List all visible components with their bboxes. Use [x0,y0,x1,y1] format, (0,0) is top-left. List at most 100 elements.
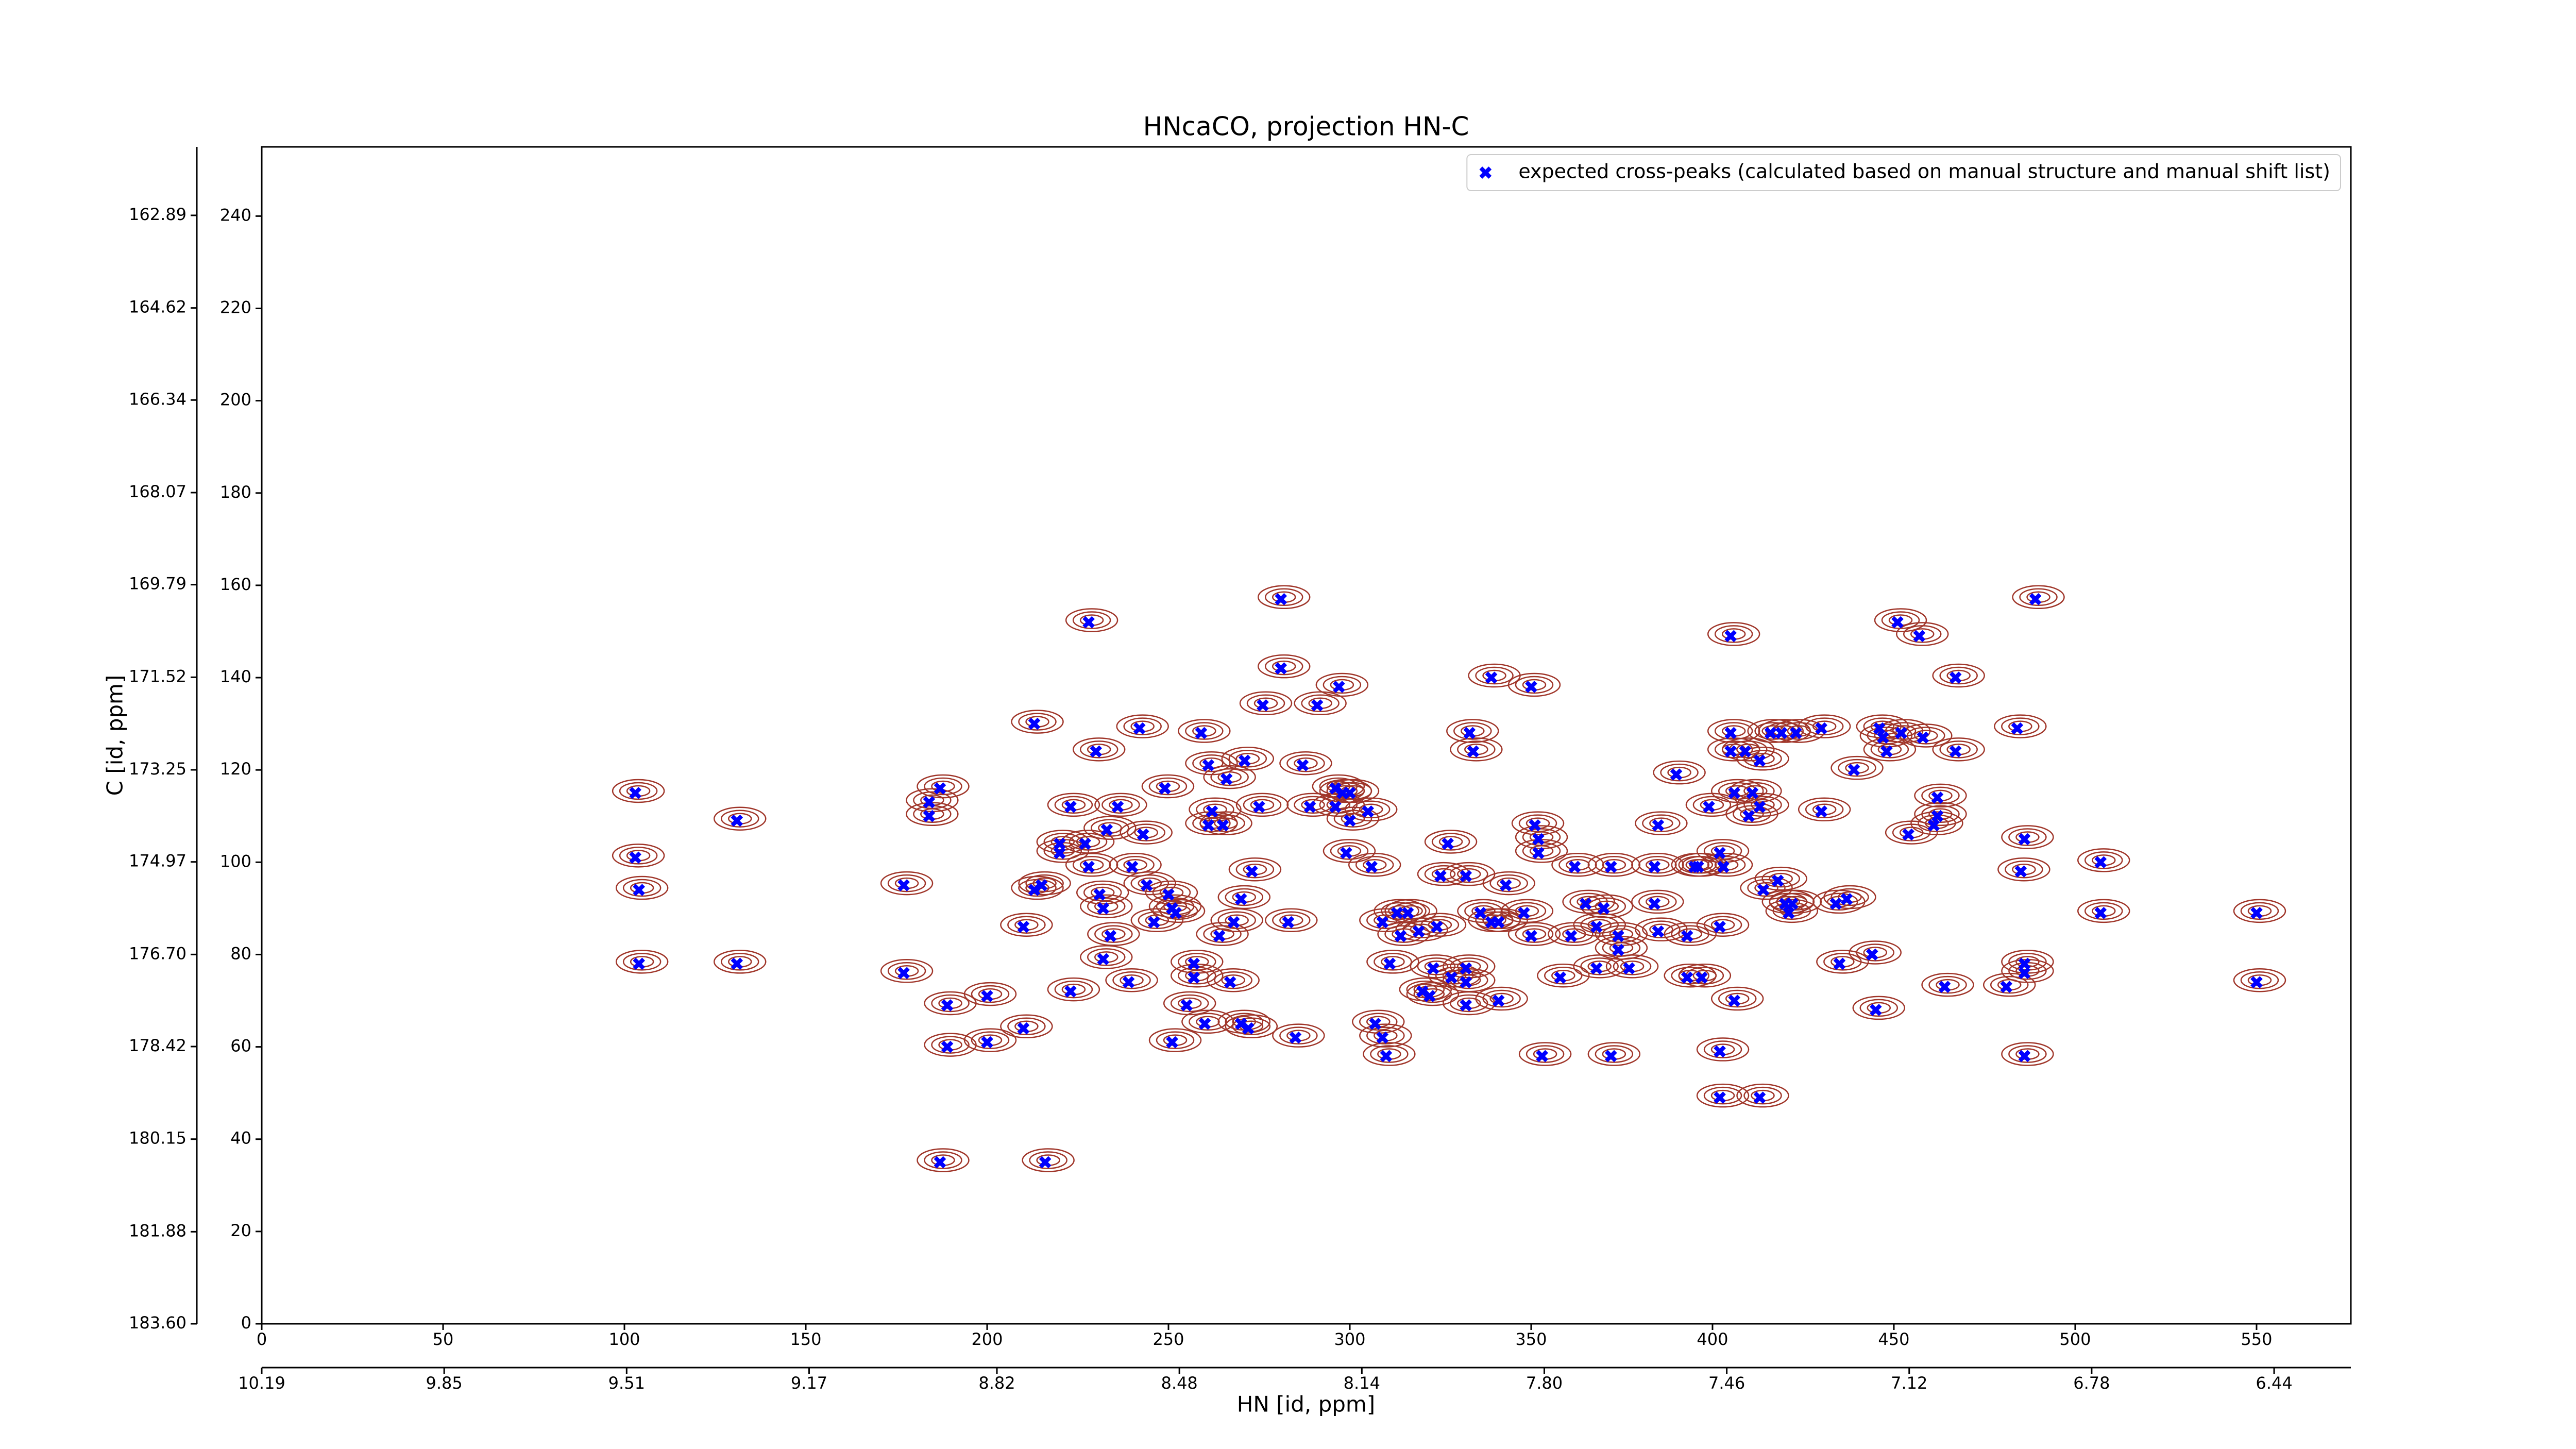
x-tick-label: 250 [1153,1329,1184,1349]
contour [1631,889,1684,914]
marker [1938,981,1951,993]
y-tick-label: 100 [220,851,251,871]
marker [1111,801,1124,813]
contour [917,1148,970,1172]
contour [963,982,1017,1006]
y-tick-label: 160 [220,575,251,594]
y-tick-label: 60 [230,1036,251,1056]
x-tick-label: 300 [1334,1329,1365,1349]
x2-tick-label: 8.82 [978,1373,1015,1393]
marker [1492,995,1505,1007]
marker [941,999,954,1012]
marker [1028,884,1041,896]
marker [1394,930,1407,942]
contour [1294,691,1347,716]
contour [1207,968,1260,992]
contour [1246,694,1285,713]
contour [1138,911,1177,930]
x2-tick-label: 7.12 [1891,1373,1927,1393]
marker [1895,727,1907,739]
contour [1939,740,1978,759]
marker [1917,731,1929,744]
marker [1728,787,1741,799]
marker [1133,722,1146,735]
marker [1431,920,1443,933]
marker [1344,814,1356,827]
marker [1053,847,1066,860]
contour [1178,719,1231,743]
contour [1065,608,1118,632]
marker [1913,630,1926,643]
x-tick-label: 200 [971,1329,1003,1349]
contour [1776,892,1815,911]
marker [1162,888,1175,901]
contour [1838,759,1876,777]
marker [1104,930,1117,942]
contour [2233,899,2286,923]
marker [1391,907,1403,919]
marker [1017,1022,1030,1035]
marker [1746,787,1759,799]
marker [2000,981,2013,993]
y-tick-label: 20 [230,1221,251,1240]
marker [1445,971,1458,984]
marker [1434,870,1447,883]
marker [1652,819,1665,832]
marker [1188,971,1200,984]
marker [1724,727,1737,739]
contour [1243,796,1282,814]
contour [1696,1083,1750,1108]
marker [1126,861,1139,873]
contour [713,806,767,831]
contour [720,810,759,828]
contour [1714,740,1753,759]
legend-label: expected cross-peaks (calculated based o… [1518,160,2330,183]
contour [1450,737,1503,762]
contour [1994,714,2047,738]
contour [1450,994,1488,1013]
marker [1529,819,1541,832]
contour [1580,916,1619,934]
contour [1921,972,1974,997]
marker [1093,888,1106,901]
marker [1833,957,1846,970]
contour [2240,971,2279,989]
contour [1232,1017,1271,1036]
marker [1344,787,1356,799]
x-tick-label: 550 [2241,1329,2272,1349]
contour [1664,922,1717,946]
marker [1296,759,1309,772]
marker [2018,967,2031,980]
marker [1485,671,1498,684]
contour [1831,888,1869,906]
contour [2001,825,2054,849]
marker [1949,671,1962,684]
contour [612,844,665,868]
marker [2011,722,2024,735]
contour [1932,663,1985,688]
y-tick-label: 140 [220,667,251,686]
contour [2005,860,2043,879]
contour [1152,883,1191,902]
contour [1272,911,1311,930]
contour [1257,585,1311,610]
marker [1742,810,1755,822]
contour [880,959,934,983]
contour [1130,874,1169,892]
contour [1007,1017,1046,1036]
contour [1428,963,1481,988]
marker [731,957,743,970]
marker [1775,727,1788,739]
x2-tick-label: 7.80 [1526,1373,1563,1393]
marker [1786,898,1799,910]
contour [2008,1045,2047,1063]
marker [1082,861,1095,873]
contour [2240,902,2279,920]
contour [1605,954,1659,979]
x2-tick-label: 10.19 [238,1373,285,1393]
contour [1798,714,1851,738]
contour [1703,1040,1742,1058]
contour [1820,892,1858,911]
marker [629,787,641,799]
contour [1257,654,1311,679]
